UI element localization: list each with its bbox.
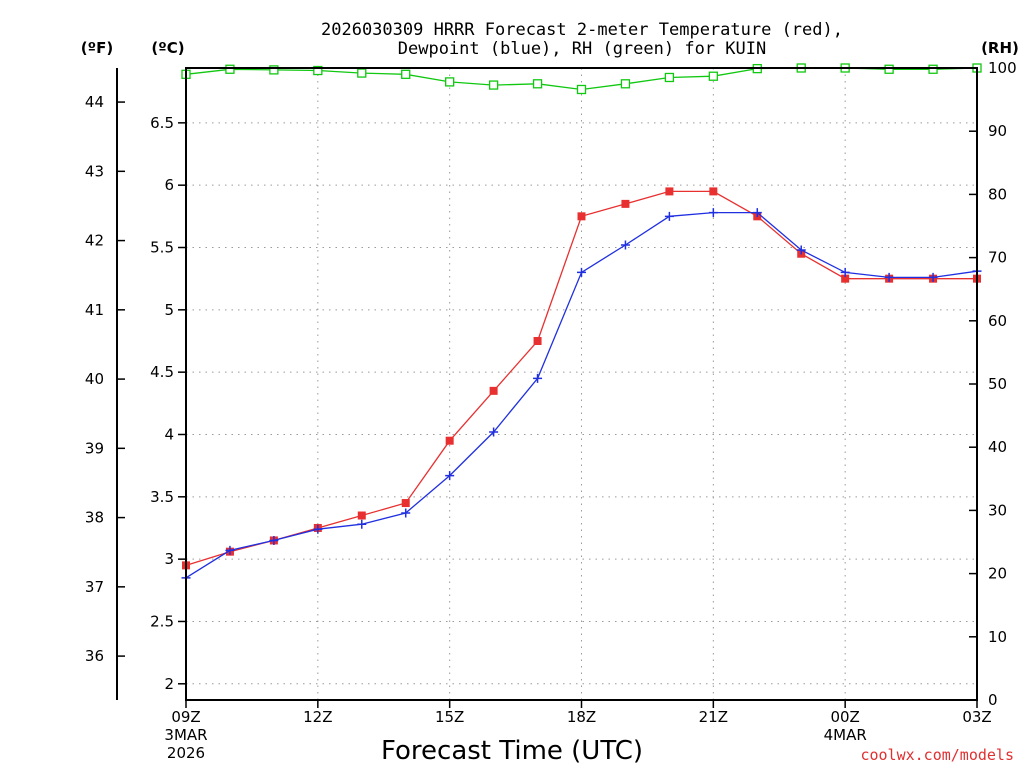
dewpoint-point (269, 535, 279, 545)
x-tick-date: 3MAR (164, 726, 207, 744)
rh-point (664, 72, 675, 83)
f-tick-label: 38 (85, 509, 104, 527)
c-tick-label: 2 (164, 675, 174, 693)
c-tick-label: 6 (164, 176, 174, 194)
fahrenheit-unit-label: (ºF) (81, 39, 113, 57)
temperature-point (577, 212, 586, 221)
dewpoint-point (752, 208, 762, 218)
c-tick-label: 6.5 (150, 114, 174, 132)
dewpoint-point (313, 524, 323, 534)
f-tick-label: 40 (85, 370, 104, 388)
dewpoint-point (489, 427, 499, 437)
x-tick-date: 4MAR (824, 726, 867, 744)
dewpoint-point (533, 373, 543, 383)
f-tick-label: 39 (85, 439, 104, 457)
rh-unit-label: (RH) (981, 39, 1019, 57)
temperature-point (841, 274, 850, 283)
rh-tick-label: 20 (988, 565, 1007, 583)
c-tick-label: 4 (164, 425, 174, 443)
rh-tick-label: 100 (988, 59, 1017, 77)
x-tick-label: 15Z (435, 708, 464, 726)
gridlines (186, 68, 977, 700)
c-tick-label: 3 (164, 550, 174, 568)
rh-tick-label: 60 (988, 312, 1007, 330)
dewpoint-point (928, 272, 938, 282)
chart-title-line1: 2026030309 HRRR Forecast 2-meter Tempera… (321, 20, 843, 40)
x-tick-label: 09Z (171, 708, 200, 726)
dewpoint-point (401, 508, 411, 518)
rh-point (357, 68, 367, 78)
plot-frame (185, 67, 978, 701)
rh-point (269, 65, 279, 75)
rh-tick-label: 80 (988, 185, 1007, 203)
rh-point (225, 64, 235, 74)
dewpoint-point (664, 211, 674, 221)
c-tick-label: 4.5 (150, 363, 174, 381)
rh-point (884, 64, 894, 74)
temperature-series-line (185, 190, 977, 567)
temperature-point (357, 511, 366, 520)
c-tick-label: 2.5 (150, 612, 174, 630)
rh-point (620, 79, 631, 89)
dewpoint-point (708, 208, 718, 218)
temperature-point (489, 386, 498, 395)
x-tick-label: 21Z (699, 708, 728, 726)
f-tick-label: 36 (85, 647, 104, 665)
temperature-point (445, 436, 454, 445)
dewpoint-point (884, 272, 894, 282)
temperature-point (709, 187, 718, 196)
rh-point (532, 79, 543, 89)
dewpoint-point (357, 519, 367, 529)
f-tick-label: 43 (85, 162, 104, 180)
c-tick-label: 3.5 (150, 488, 174, 506)
x-tick-year: 2026 (167, 744, 205, 762)
chart-title-line2: Dewpoint (blue), RH (green) for KUIN (398, 39, 766, 59)
celsius-unit-label: (ºC) (151, 39, 184, 57)
rh-tick-label: 40 (988, 438, 1007, 456)
rh-point (576, 84, 587, 95)
x-axis-label: Forecast Time (UTC) (381, 736, 643, 766)
f-tick-label: 37 (85, 578, 104, 596)
rh-tick-label: 30 (988, 501, 1007, 519)
temperature-point (665, 187, 674, 196)
rh-point (488, 80, 499, 90)
x-tick-label: 03Z (962, 708, 991, 726)
dewpoint-point (796, 245, 806, 255)
rh-point (708, 71, 718, 81)
rh-point (445, 77, 455, 87)
f-tick-label: 44 (85, 93, 104, 111)
c-tick-label: 5 (164, 301, 174, 319)
rh-tick-label: 0 (988, 691, 998, 709)
rh-tick-label: 50 (988, 375, 1007, 393)
rh-point (928, 64, 938, 74)
dewpoint-point (577, 267, 586, 277)
x-tick-label: 00Z (830, 708, 859, 726)
temperature-point (621, 199, 630, 208)
credit-text: coolwx.com/models (860, 746, 1014, 764)
f-tick-label: 41 (85, 301, 104, 319)
c-tick-label: 5.5 (150, 239, 174, 257)
rh-tick-label: 70 (988, 249, 1007, 267)
rh-point (401, 69, 411, 79)
dewpoint-point (445, 471, 455, 481)
dewpoint-point (620, 240, 630, 250)
rh-point (313, 65, 323, 76)
dewpoint-point (225, 545, 235, 555)
x-tick-label: 12Z (303, 708, 332, 726)
temperature-point (533, 336, 542, 345)
rh-tick-label: 10 (988, 628, 1007, 646)
x-tick-label: 18Z (567, 708, 596, 726)
temperature-point (401, 499, 410, 508)
f-tick-label: 42 (85, 232, 104, 250)
dewpoint-point (840, 267, 850, 277)
rh-tick-label: 90 (988, 122, 1007, 140)
